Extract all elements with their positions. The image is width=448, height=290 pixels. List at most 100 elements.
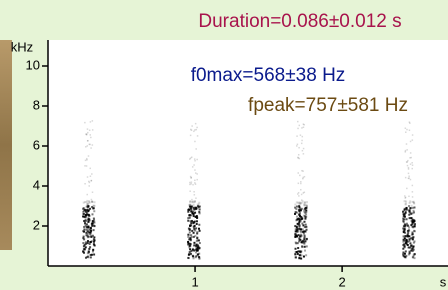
- spectrogram-pixel: [404, 256, 406, 258]
- spectrogram-pixel: [296, 135, 298, 137]
- spectrogram-pixel: [413, 253, 415, 255]
- spectrogram-pixel: [411, 223, 413, 225]
- spectrogram-pixel: [295, 248, 297, 250]
- spectrogram-pixel: [190, 224, 192, 226]
- spectrogram-pixel: [406, 161, 408, 163]
- spectrogram-pixel: [193, 232, 195, 234]
- y-tick-label: 6: [33, 137, 40, 152]
- spectrogram-pixel: [89, 134, 91, 136]
- spectrogram-pixel: [297, 223, 299, 225]
- spectrogram-pixel: [85, 146, 87, 148]
- spectrogram-pixel: [303, 153, 305, 155]
- spectrogram-pixel: [408, 214, 410, 216]
- spectrogram-pixel: [410, 141, 412, 143]
- spectrogram-pixel: [300, 189, 302, 191]
- spectrogram-pixel: [302, 170, 304, 172]
- spectrogram-pixel: [408, 167, 410, 169]
- spectrogram-pixel: [304, 212, 306, 214]
- annotation: f0max=568±38 Hz: [191, 65, 346, 86]
- spectrogram-pixel: [413, 257, 415, 259]
- spectrogram-pixel: [190, 135, 192, 137]
- x-tick-label: 1: [191, 274, 198, 289]
- spectrogram-pixel: [88, 236, 90, 238]
- spectrogram-pixel: [193, 164, 195, 166]
- spectrogram-pixel: [304, 250, 306, 252]
- spectrogram-pixel: [82, 250, 84, 252]
- spectrogram-pixel: [84, 222, 86, 224]
- spectrogram-pixel: [92, 120, 94, 122]
- spectrogram-pixel: [299, 158, 301, 160]
- spectrogram-pixel: [412, 134, 414, 136]
- chart-title: Duration=0.086±0.012 s: [198, 11, 401, 32]
- spectrogram-pixel: [83, 236, 85, 238]
- spectrogram-pixel: [405, 151, 407, 153]
- spectrogram-pixel: [410, 250, 412, 252]
- spectrogram-pixel: [89, 243, 91, 245]
- spectrogram-pixel: [88, 250, 90, 252]
- spectrogram-pixel: [82, 242, 84, 244]
- spectrogram-pixel: [406, 129, 408, 131]
- y-tick-label: 8: [33, 97, 40, 112]
- spectrogram-pixel: [406, 143, 408, 145]
- spectrogram-pixel: [190, 222, 192, 224]
- spectrogram-pixel: [407, 225, 409, 227]
- spectrogram-pixel: [195, 248, 197, 250]
- x-axis-label: s: [440, 274, 447, 289]
- spectrogram-pixel: [89, 130, 91, 132]
- spectrogram-pixel: [412, 247, 414, 249]
- spectrogram-pixel: [191, 207, 193, 209]
- spectrogram-pixel: [86, 159, 88, 161]
- spectrogram-pixel: [412, 238, 414, 240]
- spectrogram-pixel: [197, 244, 199, 246]
- spectrogram-pixel: [90, 256, 92, 258]
- spectrogram-pixel: [195, 208, 197, 210]
- spectrogram-pixel: [298, 206, 300, 208]
- spectrogram-pixel: [191, 230, 193, 232]
- spectrogram-pixel: [192, 166, 194, 168]
- y-tick-label: 4: [33, 177, 40, 192]
- spectrogram-pixel: [406, 149, 408, 151]
- spectrogram-pixel: [295, 225, 297, 227]
- spectrogram-pixel: [193, 250, 195, 252]
- spectrogram-pixel: [410, 213, 412, 215]
- spectrogram-pixel: [194, 194, 196, 196]
- spectrogram-pixel: [189, 182, 191, 184]
- spectrogram-pixel: [191, 156, 193, 158]
- spectrogram-pixel: [296, 229, 298, 231]
- spectrogram-pixel: [295, 211, 297, 213]
- spectrogram-pixel: [405, 201, 407, 203]
- spectrogram-pixel: [300, 218, 302, 220]
- spectrogram-pixel: [189, 201, 191, 203]
- spectrogram-pixel: [409, 130, 411, 132]
- spectrogram-pixel: [303, 256, 305, 258]
- spectrogram-pixel: [297, 121, 299, 123]
- spectrogram-pixel: [194, 235, 196, 237]
- spectrogram-pixel: [89, 182, 91, 184]
- spectrogram-pixel: [198, 228, 200, 230]
- spectrogram-pixel: [304, 235, 306, 237]
- y-axis-label: kHz: [11, 39, 33, 54]
- spectrogram-pixel: [198, 206, 200, 208]
- spectrogram-pixel: [192, 184, 194, 186]
- spectrogram-pixel: [300, 254, 302, 256]
- spectrogram-pixel: [83, 238, 85, 240]
- spectrogram-pixel: [300, 202, 302, 204]
- spectrogram-pixel: [85, 246, 87, 248]
- spectrogram-pixel: [410, 152, 412, 154]
- spectrogram-pixel: [88, 200, 90, 202]
- spectrogram-pixel: [304, 192, 306, 194]
- spectrogram-pixel: [306, 238, 308, 240]
- spectrogram-pixel: [412, 226, 414, 228]
- spectrogram-pixel: [190, 177, 192, 179]
- spectrogram-pixel: [300, 231, 302, 233]
- spectrogram-pixel: [195, 172, 197, 174]
- spectrogram-pixel: [299, 125, 301, 127]
- spectrogram-pixel: [189, 245, 191, 247]
- spectrogram-pixel: [407, 165, 409, 167]
- spectrogram-pixel: [193, 191, 195, 193]
- spectrogram-pixel: [194, 182, 196, 184]
- spectrogram-pixel: [87, 231, 89, 233]
- spectrogram-pixel: [83, 209, 85, 211]
- spectrogram-pixel: [86, 194, 88, 196]
- spectrogram-pixel: [189, 204, 191, 206]
